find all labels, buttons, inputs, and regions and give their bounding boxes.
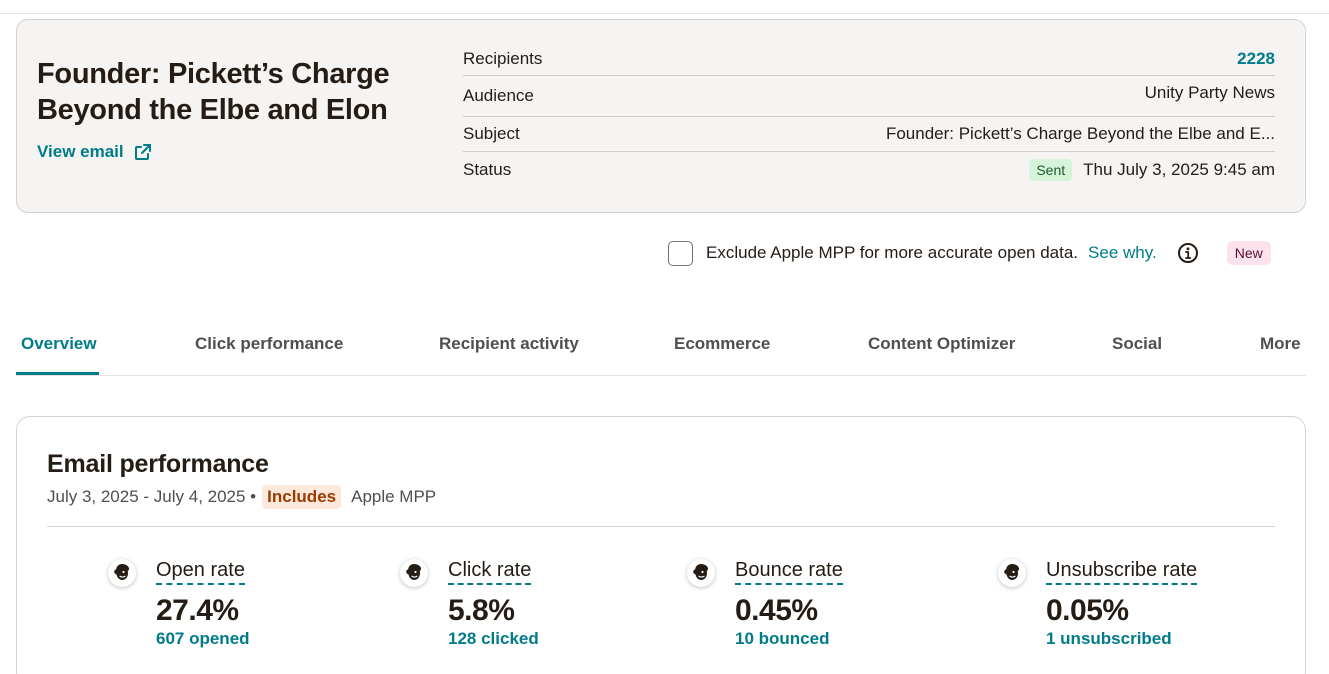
includes-apple-mpp: Apple MPP	[351, 487, 437, 506]
campaign-summary-card: Founder: Pickett’s Charge Beyond the Elb…	[16, 19, 1306, 213]
apple-mpp-row: Exclude Apple MPP for more accurate open…	[668, 240, 1306, 266]
open-rate-value: 27.4%	[156, 594, 239, 627]
exclude-apple-mpp-checkbox[interactable]	[668, 240, 693, 266]
click-rate-stat: Click rate 5.8% 128 clicked	[400, 559, 539, 649]
audience-row: Audience Unity Party News	[463, 76, 1275, 117]
mailchimp-freddie-icon	[400, 559, 428, 587]
performance-date-range: July 3, 2025 - July 4, 2025 • Includes A…	[47, 485, 436, 509]
top-divider	[0, 13, 1329, 14]
tab-click-performance[interactable]: Click performance	[195, 334, 344, 353]
status-label: Status	[463, 160, 512, 179]
subject-label: Subject	[463, 124, 520, 143]
campaign-title: Founder: Pickett’s Charge Beyond the Elb…	[37, 58, 390, 126]
date-range: July 3, 2025 - July 4, 2025 •	[47, 487, 257, 506]
status-value: Sent Thu July 3, 2025 9:45 am	[1029, 159, 1275, 181]
mailchimp-freddie-icon	[998, 559, 1026, 587]
recipients-label: Recipients	[463, 48, 543, 68]
campaign-meta-table: Recipients 2228 Audience Unity Party New…	[463, 42, 1275, 188]
tab-social[interactable]: Social	[1112, 334, 1163, 353]
tab-ecommerce[interactable]: Ecommerce	[674, 334, 771, 353]
tab-recipient-activity[interactable]: Recipient activity	[439, 334, 579, 353]
click-rate-label[interactable]: Click rate	[448, 559, 532, 585]
clicked-count-link[interactable]: 128 clicked	[448, 629, 539, 648]
email-performance-card: Email performance July 3, 2025 - July 4,…	[16, 416, 1306, 674]
open-rate-label[interactable]: Open rate	[156, 559, 245, 585]
recipients-row: Recipients 2228	[463, 42, 1275, 76]
recipients-count-link[interactable]: 2228	[1237, 48, 1275, 68]
unsubscribed-count-link[interactable]: 1 unsubscribed	[1046, 629, 1172, 648]
view-email-link[interactable]: View email	[37, 142, 153, 162]
view-email-label: View email	[37, 142, 124, 161]
includes-badge: Includes	[262, 485, 342, 509]
mailchimp-freddie-icon	[687, 559, 715, 587]
active-tab-indicator	[16, 372, 99, 375]
status-row: Status Sent Thu July 3, 2025 9:45 am	[463, 152, 1275, 188]
bounced-count-link[interactable]: 10 bounced	[735, 629, 830, 648]
new-badge: New	[1226, 241, 1271, 265]
exclude-apple-mpp-label: Exclude Apple MPP for more accurate open…	[706, 243, 1079, 262]
tab-content-optimizer[interactable]: Content Optimizer	[868, 334, 1016, 353]
info-icon[interactable]	[1177, 242, 1199, 264]
see-why-link[interactable]: See why.	[1088, 243, 1157, 262]
tab-more[interactable]: More	[1260, 334, 1301, 353]
unsubscribe-rate-value: 0.05%	[1046, 594, 1129, 627]
sent-date: Thu July 3, 2025 9:45 am	[1083, 160, 1275, 179]
open-rate-stat: Open rate 27.4% 607 opened	[108, 559, 250, 649]
bounce-rate-stat: Bounce rate 0.45% 10 bounced	[687, 559, 843, 649]
status-badge: Sent	[1029, 159, 1073, 181]
email-performance-title: Email performance	[47, 450, 269, 478]
tab-overview[interactable]: Overview	[21, 334, 97, 353]
click-rate-value: 5.8%	[448, 594, 515, 627]
external-link-icon	[134, 144, 151, 160]
subject-value: Founder: Pickett’s Charge Beyond the Elb…	[885, 124, 1275, 143]
opened-count-link[interactable]: 607 opened	[156, 629, 250, 648]
bounce-rate-value: 0.45%	[735, 594, 818, 627]
unsubscribe-rate-label[interactable]: Unsubscribe rate	[1046, 559, 1198, 585]
mailchimp-freddie-icon	[108, 559, 136, 587]
subject-row: Subject Founder: Pickett’s Charge Beyond…	[463, 117, 1275, 152]
performance-divider	[47, 526, 1275, 527]
unsubscribe-rate-stat: Unsubscribe rate 0.05% 1 unsubscribed	[998, 559, 1198, 649]
audience-value: Unity Party News	[1144, 83, 1275, 102]
report-tabs: Overview Click performance Recipient act…	[16, 330, 1306, 376]
bounce-rate-label[interactable]: Bounce rate	[735, 559, 843, 585]
audience-label: Audience	[463, 86, 534, 105]
